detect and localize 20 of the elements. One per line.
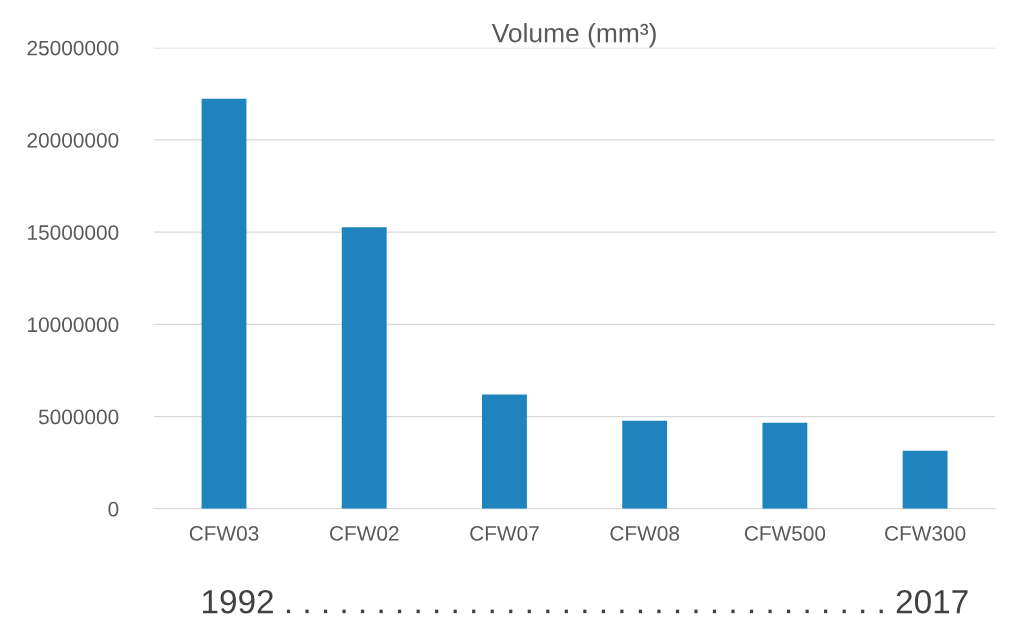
x-tick-label: CFW07 xyxy=(470,526,539,541)
bar xyxy=(902,450,948,509)
bar xyxy=(341,227,387,509)
bar xyxy=(622,420,668,509)
x-tick-label: CFW08 xyxy=(610,526,680,541)
text: 1992 . . . . . . . . . . . . . . . . . . . . . . . . . . . . . . . . . 2017 xyxy=(202,589,968,614)
x-tick-label: CFW300 xyxy=(885,526,966,541)
bar xyxy=(482,394,527,509)
bar xyxy=(762,422,808,509)
y-tick-label: 10000000 xyxy=(28,317,119,333)
bar xyxy=(201,98,247,509)
y-tick-label: 20000000 xyxy=(27,132,119,148)
x-tick-label: CFW03 xyxy=(189,526,259,541)
x-tick-label: CFW02 xyxy=(329,526,399,541)
y-tick-label: 0 xyxy=(108,501,119,517)
y-tick-label: 25000000 xyxy=(27,40,119,56)
y-tick-label: 15000000 xyxy=(28,225,119,240)
chart-title: Volume (mm³) xyxy=(491,23,656,48)
x-tick-label: CFW500 xyxy=(744,526,826,541)
y-tick-label: 5000000 xyxy=(38,409,119,425)
